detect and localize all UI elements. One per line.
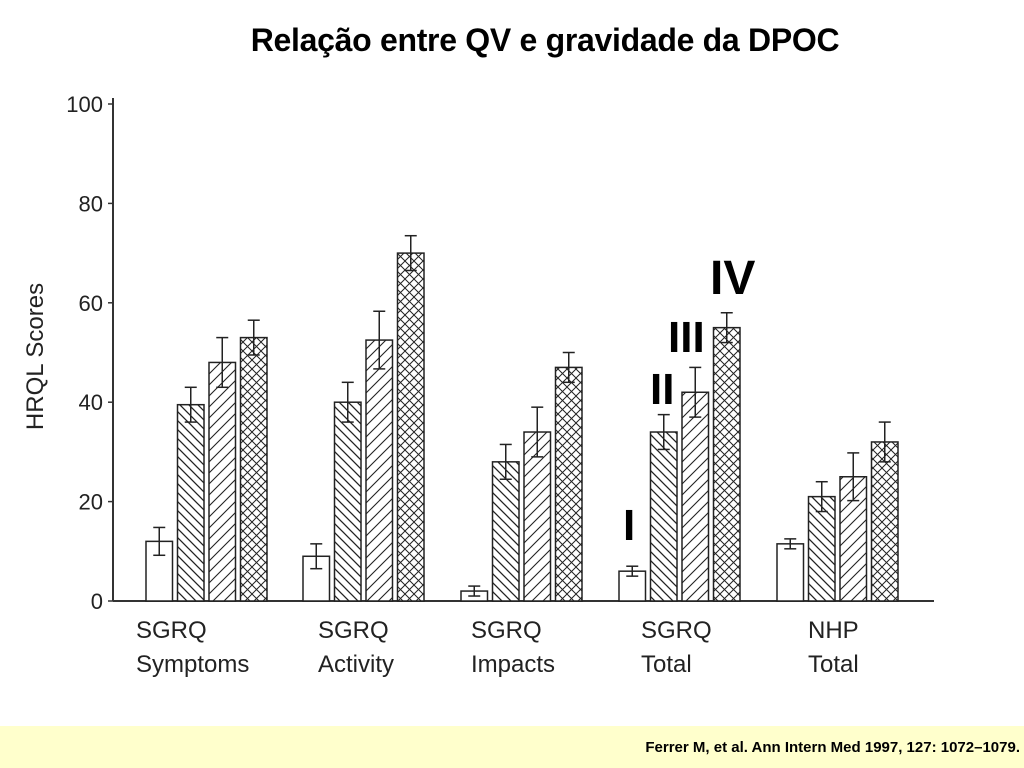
category-label: SGRQ: [471, 617, 542, 644]
bar: [870, 441, 899, 602]
bar: [554, 366, 583, 602]
category-label: Impacts: [471, 651, 555, 678]
bar-chart: 0 20 40 60 80 100 HRQL Scores SGRQ Symptoms SGRQ A…: [22, 92, 934, 678]
bar: [491, 461, 520, 602]
bar: [239, 336, 268, 602]
bar: [649, 431, 678, 602]
bar: [523, 431, 552, 602]
category-label: SGRQ: [641, 617, 712, 644]
category-label: SGRQ: [136, 617, 207, 644]
y-tick-label: 0: [91, 589, 103, 614]
bar: [208, 361, 237, 602]
citation: Ferrer M, et al. Ann Intern Med 1997, 12…: [645, 739, 1020, 756]
y-axis-label: HRQL Scores: [22, 283, 49, 430]
bar: [365, 339, 394, 602]
severity-label: I: [623, 501, 635, 550]
bar: [712, 326, 741, 602]
severity-label: II: [650, 365, 674, 414]
severity-label: III: [668, 313, 705, 362]
y-tick-label: 80: [79, 191, 103, 216]
y-tick-label: 20: [79, 490, 103, 515]
category-label: Activity: [318, 651, 394, 678]
category-label: SGRQ: [318, 617, 389, 644]
severity-label: IV: [710, 252, 755, 305]
bar: [333, 401, 362, 602]
category-label: Total: [641, 651, 692, 678]
bar: [176, 403, 205, 602]
bar: [807, 495, 836, 602]
y-tick-label: 60: [79, 291, 103, 316]
chart-title: Relação entre QV e gravidade da DPOC: [250, 22, 840, 58]
bar: [681, 391, 710, 602]
category-label: NHP: [808, 617, 859, 644]
category-label: Symptoms: [136, 651, 249, 678]
y-tick-label: 40: [79, 390, 103, 415]
category-label: Total: [808, 651, 859, 678]
bar: [776, 543, 805, 602]
bar: [396, 252, 425, 602]
y-tick-label: 100: [66, 92, 103, 117]
footer-bar: Ferrer M, et al. Ann Intern Med 1997, 12…: [0, 726, 1024, 768]
